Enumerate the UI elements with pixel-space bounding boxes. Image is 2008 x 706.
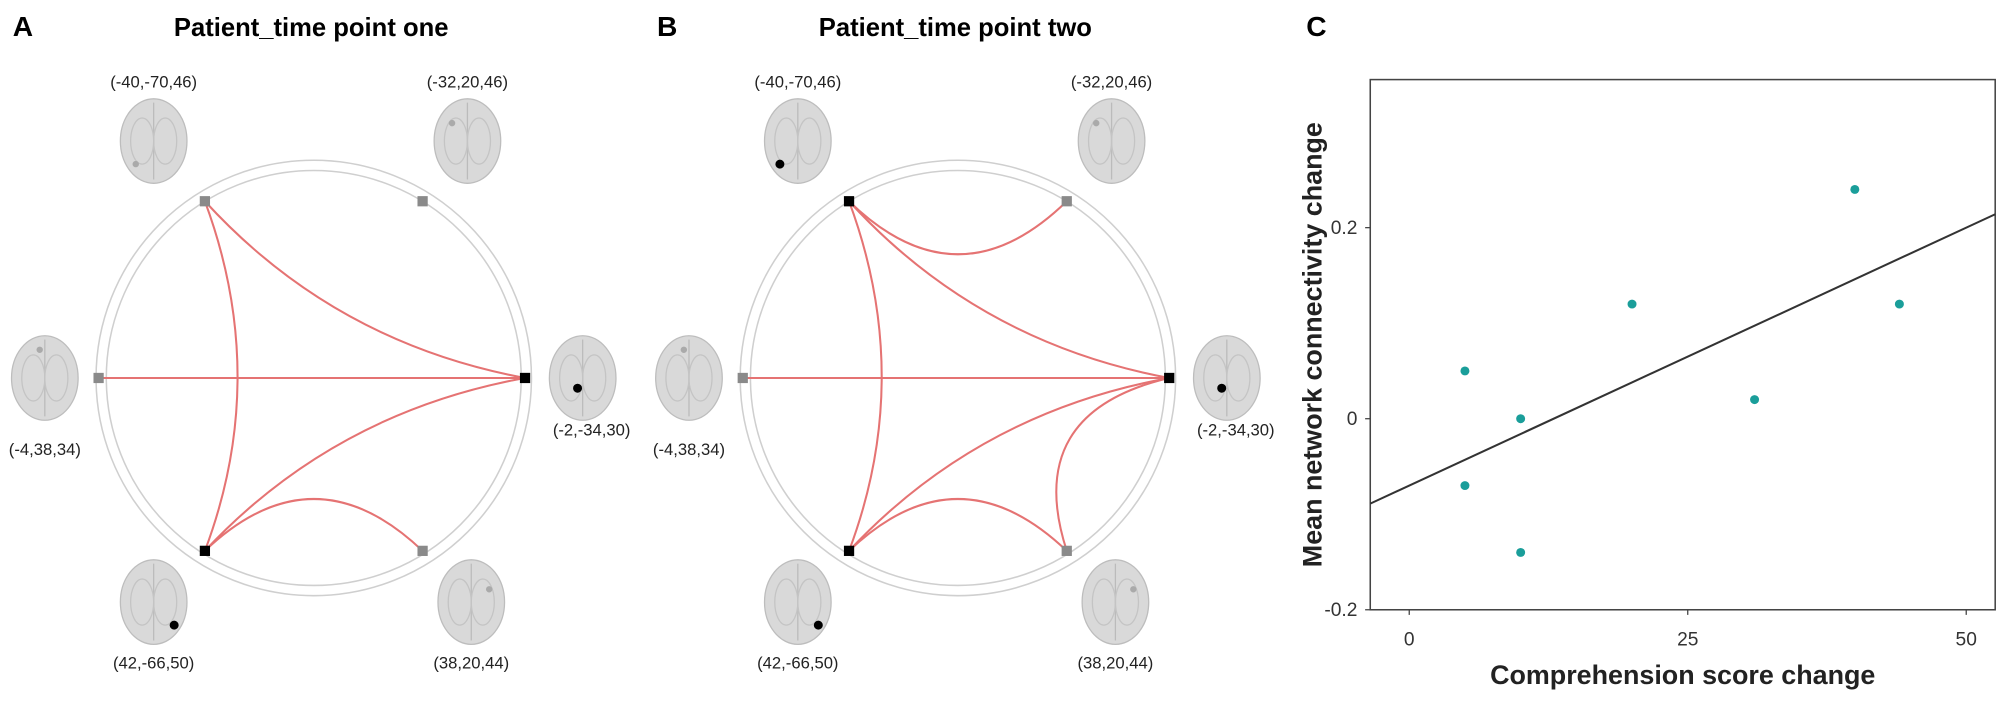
- connectivity-panel: B Patient_time point two (-40,-70,46) (-32,…: [653, 10, 1275, 673]
- y-tick-label: -0.2: [1324, 600, 1357, 621]
- node: [417, 196, 428, 207]
- panel-letter: A: [13, 10, 33, 42]
- y-tick-label: 0: [1347, 409, 1358, 430]
- connection: [848, 498, 1068, 552]
- brain-dot: [169, 620, 179, 630]
- node-label: (-4,38,34): [9, 440, 81, 459]
- x-tick-label: 0: [1404, 630, 1415, 651]
- brain-dot: [485, 586, 493, 593]
- brain-dot: [1217, 383, 1227, 393]
- node-label: (-32,20,46): [1071, 72, 1152, 91]
- connection: [204, 376, 526, 552]
- brain-detail: [1226, 354, 1251, 402]
- brain-detail: [797, 117, 822, 165]
- brain-detail: [1110, 117, 1136, 165]
- connection: [848, 200, 1170, 379]
- point: [1516, 547, 1526, 557]
- x-tick-label: 25: [1677, 630, 1698, 651]
- brain-dot: [813, 620, 823, 630]
- node-label: (38,20,44): [1078, 654, 1154, 673]
- point: [1894, 299, 1904, 309]
- plot-frame: [1369, 78, 1996, 611]
- node-label: (-40,-70,46): [754, 72, 841, 91]
- node-label: (-2,-34,30): [1197, 421, 1275, 440]
- node: [93, 372, 104, 384]
- connectivity-panel: A Patient_time point one (-40,-70,46) (-32,…: [9, 10, 631, 673]
- connection: [848, 200, 1068, 256]
- brain-detail: [153, 578, 178, 626]
- node: [737, 372, 748, 384]
- brain-detail: [466, 117, 492, 165]
- brain-detail: [797, 578, 822, 626]
- y-tick-label: 0.2: [1331, 218, 1358, 239]
- connection: [848, 200, 883, 552]
- node: [417, 545, 428, 556]
- brain-detail: [153, 117, 178, 165]
- node: [843, 196, 855, 207]
- x-tick-label: 50: [1956, 630, 1977, 651]
- point: [1750, 395, 1760, 405]
- brain-dot: [132, 160, 139, 168]
- brain-detail: [582, 354, 607, 402]
- node-label: (38,20,44): [433, 654, 509, 673]
- node-label: (-4,38,34): [653, 440, 725, 459]
- brain-dot: [775, 159, 785, 169]
- node-label: (-2,-34,30): [553, 421, 631, 440]
- node: [1061, 196, 1072, 207]
- node: [199, 196, 211, 207]
- brain-dot: [573, 383, 583, 393]
- node: [1164, 372, 1175, 384]
- panel-letter: B: [657, 10, 677, 42]
- brain-dot: [36, 346, 43, 353]
- node-label: (42,-66,50): [113, 654, 194, 673]
- node: [843, 545, 855, 556]
- brain-dot: [448, 119, 456, 127]
- node-label: (-32,20,46): [427, 72, 508, 91]
- brain-detail: [470, 578, 495, 626]
- panel-letter: C: [1306, 10, 1326, 42]
- connection: [848, 376, 1170, 552]
- node-label: (-40,-70,46): [110, 72, 197, 91]
- x-axis-label: Comprehension score change: [1490, 660, 1875, 690]
- node: [1061, 545, 1072, 556]
- brain-detail: [44, 354, 69, 402]
- brain-detail: [1114, 578, 1140, 626]
- brain-detail: [688, 354, 713, 402]
- brain-dot: [1093, 119, 1100, 127]
- point: [1460, 481, 1470, 491]
- fit-line: [1369, 213, 1996, 505]
- brain-dot: [1130, 586, 1137, 593]
- point: [1516, 414, 1526, 424]
- point: [1460, 366, 1470, 376]
- panel-title: Patient_time point two: [819, 14, 1092, 42]
- y-axis-label: Mean network connectivity change: [1298, 122, 1328, 567]
- connection: [203, 200, 239, 552]
- node-label: (42,-66,50): [757, 654, 838, 673]
- brain-dot: [680, 346, 688, 353]
- point: [1850, 184, 1860, 194]
- connection: [204, 498, 424, 552]
- panel-title: Patient_time point one: [174, 14, 449, 42]
- node: [519, 372, 531, 384]
- connection: [1055, 376, 1170, 552]
- point: [1627, 299, 1637, 309]
- connection: [204, 200, 526, 379]
- node: [199, 545, 211, 556]
